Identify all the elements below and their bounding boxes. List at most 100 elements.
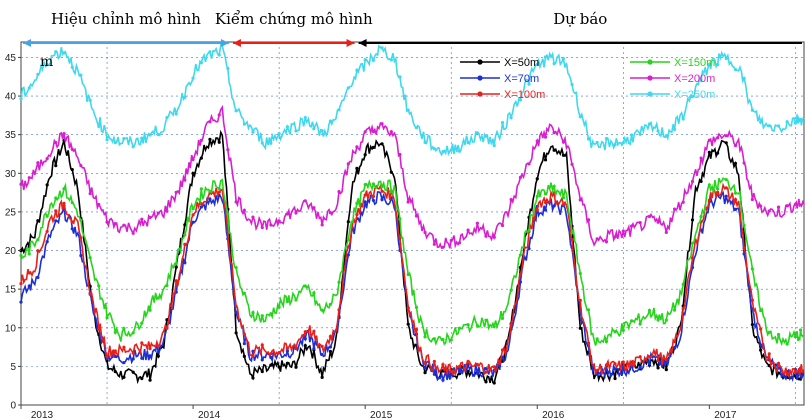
series-point-3-72 — [122, 326, 126, 331]
series-point-2-444 — [656, 358, 660, 363]
series-point-3-6 — [27, 252, 31, 256]
series-point-4-402 — [595, 237, 599, 241]
series-point-0-36 — [70, 168, 74, 172]
legend-marker-0 — [477, 59, 483, 65]
series-point-3-420 — [621, 328, 625, 332]
series-point-0-444 — [656, 366, 660, 370]
series-point-2-438 — [647, 355, 652, 359]
series-point-1-186 — [285, 349, 289, 353]
series-point-2-228 — [346, 245, 350, 249]
series-point-1-216 — [328, 345, 333, 349]
series-point-2-492 — [724, 186, 728, 190]
series-point-5-444 — [656, 129, 660, 133]
series-point-3-312 — [466, 323, 470, 327]
series-point-3-162 — [251, 311, 255, 315]
series-point-3-528 — [776, 332, 781, 337]
series-point-2-36 — [70, 220, 74, 224]
series-point-5-408 — [604, 136, 609, 141]
series-point-3-60 — [105, 316, 109, 320]
series-point-1-318 — [475, 371, 479, 375]
series-point-4-54 — [97, 202, 101, 207]
series-point-5-36 — [70, 65, 74, 69]
series-point-5-132 — [208, 50, 212, 54]
series-point-5-144 — [226, 66, 230, 70]
series-point-5-84 — [140, 136, 144, 140]
series-point-4-546 — [798, 203, 803, 207]
series-point-5-516 — [759, 120, 763, 124]
series-point-3-492 — [724, 178, 728, 182]
series-point-4-126 — [199, 138, 203, 142]
series-point-4-456 — [672, 207, 677, 211]
series-point-4-264 — [398, 152, 402, 157]
series-point-1-150 — [234, 310, 238, 315]
series-point-2-102 — [165, 326, 169, 330]
series-point-3-444 — [656, 318, 660, 322]
series-point-2-312 — [466, 359, 470, 363]
series-point-4-198 — [303, 199, 307, 203]
series-point-0-240 — [363, 153, 367, 157]
series-point-4-234 — [355, 145, 359, 149]
series-point-0-258 — [389, 170, 393, 174]
series-point-0-498 — [733, 161, 738, 166]
series-point-3-132 — [208, 189, 212, 193]
series-point-3-324 — [484, 318, 488, 322]
series-point-3-462 — [681, 282, 685, 286]
series-point-0-510 — [750, 322, 754, 327]
series-line-1 — [20, 190, 805, 384]
series-point-5-102 — [165, 116, 169, 120]
series-point-2-432 — [638, 355, 642, 359]
series-point-5-300 — [449, 148, 453, 152]
series-point-1-366 — [543, 208, 548, 212]
series-point-3-438 — [647, 308, 652, 313]
series-point-4-306 — [457, 241, 462, 245]
series-point-1-90 — [148, 354, 152, 358]
series-point-3-240 — [363, 182, 367, 187]
legend-marker-3 — [647, 59, 653, 65]
series-point-5-6 — [27, 86, 31, 90]
series-point-2-360 — [535, 208, 539, 212]
series-point-3-180 — [277, 305, 281, 309]
series-point-3-264 — [398, 217, 402, 221]
series-point-4-246 — [371, 130, 376, 134]
legend-marker-1 — [477, 75, 483, 81]
series-point-5-90 — [148, 133, 152, 137]
series-point-3-156 — [242, 291, 246, 295]
series-point-4-426 — [629, 224, 634, 228]
series-point-2-84 — [140, 341, 144, 345]
series-point-2-138 — [217, 190, 221, 194]
series-point-4-48 — [88, 191, 92, 196]
series-point-5-126 — [199, 61, 203, 65]
series-point-5-372 — [552, 62, 556, 66]
series-point-5-108 — [174, 112, 178, 116]
series-point-2-384 — [570, 238, 574, 242]
series-point-3-216 — [328, 302, 333, 306]
series-point-1-402 — [595, 372, 599, 377]
series-point-3-486 — [716, 187, 720, 191]
series-point-5-534 — [785, 120, 789, 124]
series-point-3-342 — [509, 288, 513, 292]
series-point-4-66 — [113, 222, 117, 226]
series-point-2-498 — [733, 198, 738, 202]
series-point-1-72 — [122, 361, 126, 365]
series-point-2-324 — [484, 370, 488, 374]
period-label-2: Dự báo — [553, 10, 607, 28]
series-point-4-492 — [724, 134, 728, 138]
series-point-3-102 — [165, 283, 169, 288]
series-point-3-300 — [449, 338, 453, 342]
series-point-5-114 — [183, 95, 187, 99]
series-point-4-354 — [527, 162, 531, 166]
series-point-1-372 — [552, 204, 556, 208]
series-point-4-432 — [638, 220, 642, 225]
series-point-2-150 — [234, 304, 238, 308]
series-point-3-504 — [742, 223, 746, 227]
series-point-5-306 — [457, 149, 462, 153]
series-point-5-510 — [750, 108, 754, 112]
series-point-3-12 — [36, 238, 40, 242]
series-point-0-480 — [707, 150, 711, 154]
series-point-4-174 — [269, 223, 273, 227]
series-point-4-156 — [242, 208, 246, 212]
series-point-3-144 — [226, 212, 230, 216]
series-point-4-162 — [251, 215, 255, 219]
series-point-2-456 — [672, 339, 677, 344]
series-point-2-48 — [88, 292, 92, 297]
